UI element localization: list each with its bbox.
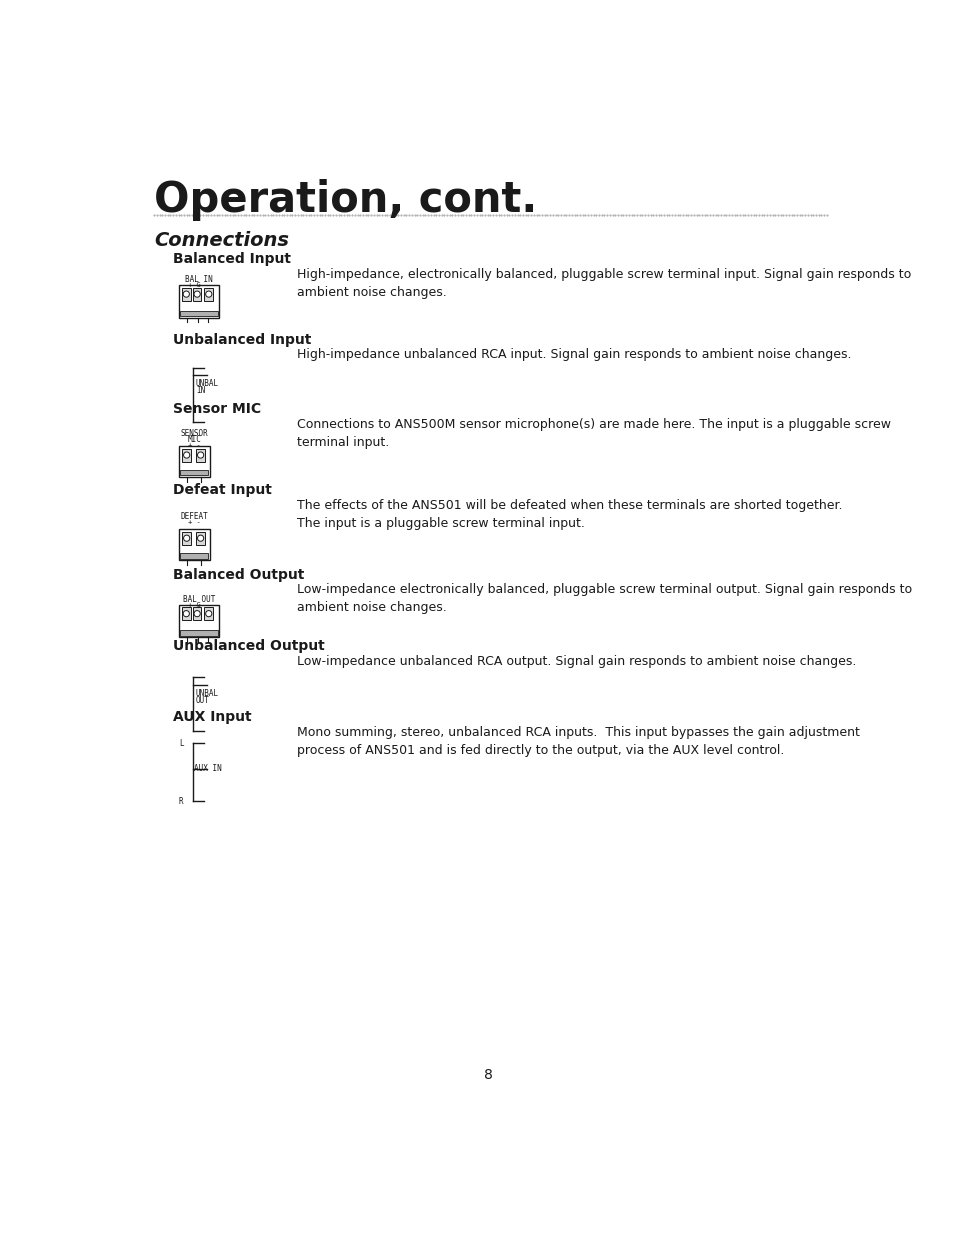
Circle shape (197, 535, 204, 541)
Text: DEFEAT: DEFEAT (180, 513, 208, 521)
Text: UNBAL: UNBAL (195, 379, 219, 388)
Text: UNBAL: UNBAL (195, 689, 219, 698)
Text: R: R (179, 797, 183, 805)
Circle shape (183, 535, 190, 541)
Circle shape (183, 452, 190, 458)
Bar (182, 531, 192, 545)
Bar (193, 288, 201, 300)
Text: 8: 8 (484, 1068, 493, 1082)
Bar (182, 448, 192, 462)
Bar (180, 553, 208, 558)
Circle shape (197, 452, 204, 458)
Text: BAL IN: BAL IN (185, 275, 213, 284)
Circle shape (206, 610, 212, 616)
Circle shape (193, 291, 200, 298)
Text: Unbalanced Input: Unbalanced Input (173, 333, 312, 347)
Bar (195, 448, 205, 462)
Text: Low-impedance unbalanced RCA output. Signal gain responds to ambient noise chang: Low-impedance unbalanced RCA output. Sig… (297, 655, 856, 668)
Circle shape (193, 610, 200, 616)
Bar (180, 471, 208, 475)
Text: Operation, cont.: Operation, cont. (154, 179, 537, 221)
Text: High-impedance, electronically balanced, pluggable screw terminal input. Signal : High-impedance, electronically balanced,… (297, 268, 911, 299)
Text: Connections: Connections (154, 231, 289, 249)
Text: High-impedance unbalanced RCA input. Signal gain responds to ambient noise chang: High-impedance unbalanced RCA input. Sig… (297, 348, 851, 362)
Text: BAL OUT: BAL OUT (183, 595, 215, 604)
Text: Connections to ANS500M sensor microphone(s) are made here. The input is a plugga: Connections to ANS500M sensor microphone… (297, 417, 890, 448)
Circle shape (183, 291, 190, 298)
Bar (180, 311, 217, 316)
Text: The effects of the ANS501 will be defeated when these terminals are shorted toge: The effects of the ANS501 will be defeat… (297, 499, 842, 530)
Bar (195, 531, 205, 545)
Text: + -: + - (188, 519, 200, 525)
Text: SENSOR: SENSOR (180, 430, 208, 438)
Text: AUX Input: AUX Input (173, 710, 252, 724)
Circle shape (206, 291, 212, 298)
Text: + -: + - (188, 442, 200, 447)
Text: OUT: OUT (195, 695, 210, 705)
Bar (193, 608, 201, 620)
Bar (204, 608, 213, 620)
Text: L: L (179, 739, 183, 748)
Text: Balanced Output: Balanced Output (173, 568, 305, 582)
Text: Balanced Input: Balanced Input (173, 252, 292, 267)
Bar (179, 446, 210, 477)
Bar (182, 288, 191, 300)
Text: Unbalanced Output: Unbalanced Output (173, 640, 325, 653)
Text: + G -: + G - (189, 282, 210, 288)
Bar (179, 530, 210, 561)
Text: AUX IN: AUX IN (194, 764, 222, 773)
Bar (182, 608, 191, 620)
Text: Sensor MIC: Sensor MIC (173, 403, 261, 416)
Bar (179, 285, 219, 317)
Text: Mono summing, stereo, unbalanced RCA inputs.  This input bypasses the gain adjus: Mono summing, stereo, unbalanced RCA inp… (297, 726, 860, 757)
Text: IN: IN (195, 387, 205, 395)
Circle shape (183, 610, 190, 616)
Text: + G -: + G - (189, 601, 210, 608)
Text: Defeat Input: Defeat Input (173, 483, 273, 498)
Bar (204, 288, 213, 300)
Bar (180, 630, 217, 636)
Bar (179, 605, 219, 637)
Text: MIC: MIC (188, 436, 201, 445)
Text: Low-impedance electronically balanced, pluggable screw terminal output. Signal g: Low-impedance electronically balanced, p… (297, 583, 912, 614)
